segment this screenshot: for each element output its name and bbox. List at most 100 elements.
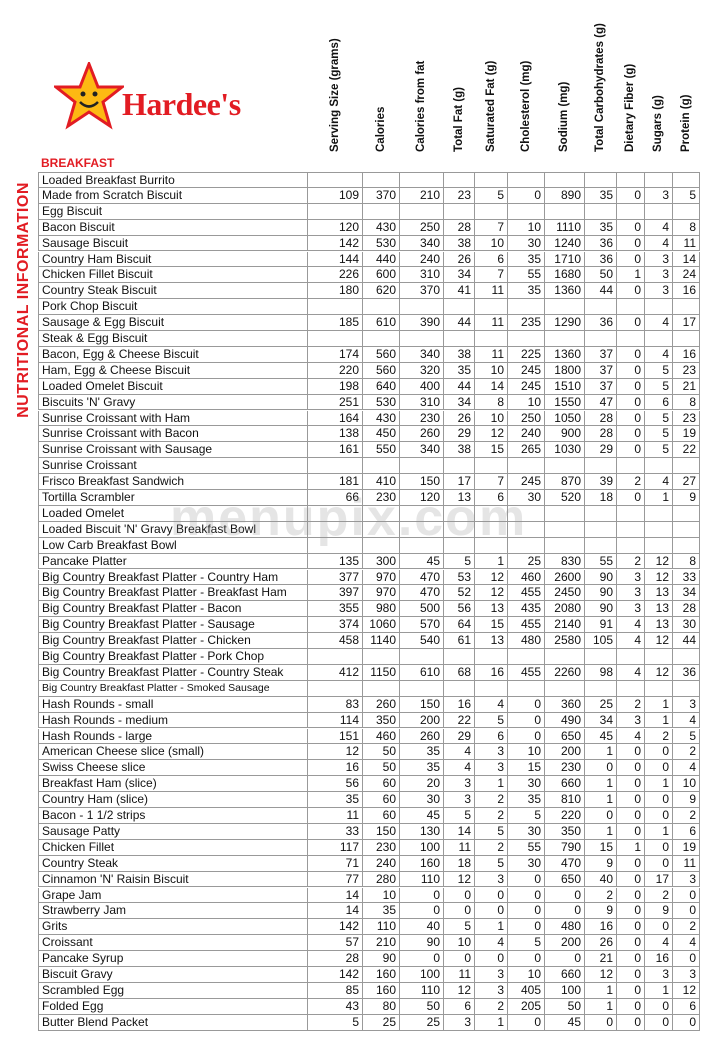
- cell: 11: [475, 315, 508, 331]
- cell: 0: [508, 871, 545, 888]
- cell: 12: [475, 569, 508, 586]
- row-label: Big Country Breakfast Platter - Sausage: [38, 617, 308, 634]
- cell: 377: [308, 569, 363, 586]
- cell: 4: [645, 235, 673, 252]
- cell: 8: [673, 553, 700, 570]
- cell: [308, 649, 363, 665]
- cell: 6: [475, 251, 508, 268]
- column-header: Sodium (mg): [558, 81, 570, 152]
- cell: 870: [545, 474, 585, 490]
- cell: [444, 172, 475, 188]
- cell: 33: [673, 569, 700, 586]
- cell: [363, 505, 400, 522]
- row-label: Egg Biscuit: [38, 203, 308, 220]
- cell: 3: [673, 696, 700, 713]
- cell: 151: [308, 728, 363, 745]
- cell: 14: [475, 378, 508, 395]
- cell: [475, 505, 508, 522]
- cell: [545, 680, 585, 697]
- cell: 56: [444, 601, 475, 618]
- cell: 220: [545, 808, 585, 824]
- cell: 98: [585, 664, 617, 681]
- cell: 240: [363, 855, 400, 872]
- cell: [475, 537, 508, 554]
- cell: 1: [585, 792, 617, 808]
- cell: 0: [444, 887, 475, 904]
- cell: 55: [508, 839, 545, 856]
- cell: 245: [508, 362, 545, 379]
- cell: 16: [585, 919, 617, 936]
- cell: 226: [308, 267, 363, 284]
- cell: 205: [508, 998, 545, 1015]
- cell: [308, 505, 363, 522]
- cell: 0: [508, 728, 545, 745]
- cell: 21: [585, 951, 617, 967]
- cell: [585, 505, 617, 522]
- cell: 230: [363, 839, 400, 856]
- cell: 0: [645, 792, 673, 808]
- cell: 251: [308, 394, 363, 411]
- cell: 5: [645, 410, 673, 427]
- cell: 0: [617, 855, 645, 872]
- cell: 29: [444, 426, 475, 443]
- cell: 0: [475, 887, 508, 904]
- cell: 55: [508, 267, 545, 284]
- cell: 970: [363, 569, 400, 586]
- cell: [475, 458, 508, 475]
- cell: 400: [400, 378, 444, 395]
- cell: 0: [475, 951, 508, 967]
- cell: 5: [645, 442, 673, 459]
- cell: [545, 537, 585, 554]
- cell: [673, 680, 700, 697]
- cell: 52: [444, 585, 475, 602]
- cell: 610: [363, 315, 400, 331]
- row-label: Hash Rounds - large: [38, 728, 308, 745]
- cell: 830: [545, 553, 585, 570]
- cell: [617, 505, 645, 522]
- cell: 1050: [545, 410, 585, 427]
- cell: 0: [585, 760, 617, 777]
- cell: 11: [475, 283, 508, 300]
- cell: 110: [400, 871, 444, 888]
- cell: 12: [444, 871, 475, 888]
- cell: 10: [508, 744, 545, 761]
- cell: [508, 537, 545, 554]
- cell: 45: [585, 728, 617, 745]
- cell: 3: [444, 1014, 475, 1031]
- cell: [585, 172, 617, 188]
- cell: 350: [363, 712, 400, 729]
- cell: 0: [645, 919, 673, 936]
- cell: 160: [363, 967, 400, 983]
- row-label: Big Country Breakfast Platter - Bacon: [38, 601, 308, 618]
- column-header: Sugars (g): [652, 95, 664, 152]
- cell: [363, 458, 400, 475]
- column-header: Calories from fat: [415, 60, 427, 152]
- cell: 5: [475, 823, 508, 840]
- cell: [400, 521, 444, 538]
- cell: 0: [545, 903, 585, 920]
- cell: 40: [400, 919, 444, 936]
- cell: [545, 649, 585, 665]
- cell: 71: [308, 855, 363, 872]
- cell: 15: [475, 617, 508, 634]
- column-header: Serving Size (grams): [328, 38, 341, 152]
- cell: 85: [308, 982, 363, 999]
- column-header: Total Fat (g): [452, 87, 465, 152]
- row-label: Made from Scratch Biscuit: [38, 187, 308, 204]
- row-label: Sunrise Croissant with Sausage: [38, 442, 308, 459]
- cell: 0: [645, 855, 673, 872]
- cell: 890: [545, 187, 585, 204]
- cell: 16: [475, 664, 508, 681]
- cell: 4: [617, 617, 645, 634]
- cell: 12: [673, 982, 700, 999]
- row-label: Hash Rounds - small: [38, 696, 308, 713]
- cell: [617, 203, 645, 220]
- cell: 4: [673, 935, 700, 952]
- cell: 2080: [545, 601, 585, 618]
- cell: 44: [444, 315, 475, 331]
- cell: [308, 299, 363, 316]
- cell: 8: [475, 394, 508, 411]
- cell: [444, 649, 475, 665]
- cell: 370: [400, 283, 444, 300]
- cell: 10: [444, 935, 475, 952]
